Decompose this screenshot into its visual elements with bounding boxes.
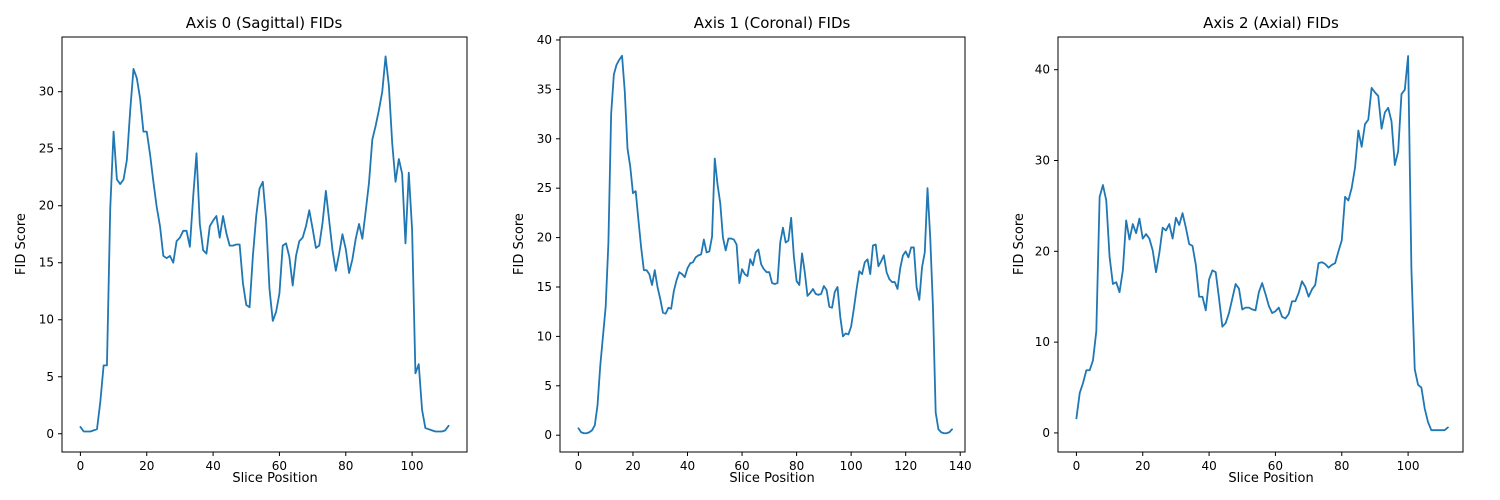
subplot-coronal: Axis 1 (Coronal) FIDs 0 20 40 60 80 100 120 140… xyxy=(512,14,972,486)
x-tick-label: 80 xyxy=(1334,459,1349,473)
x-tick-label: 80 xyxy=(338,459,353,473)
fid-line-axial xyxy=(1075,55,1449,432)
y-tick-label: 5 xyxy=(46,370,54,384)
x-tick-label: 0 xyxy=(1073,459,1081,473)
y-tick-label: 0 xyxy=(46,427,54,441)
y-tick-label: 20 xyxy=(1035,244,1050,258)
y-tick-label: 0 xyxy=(1042,426,1050,440)
fid-line-sagittal xyxy=(79,55,450,433)
chart-title: Axis 0 (Sagittal) FIDs xyxy=(186,14,343,32)
x-axis-label: Slice Position xyxy=(729,471,814,486)
y-tick-label: 30 xyxy=(39,85,54,99)
y-tick-label: 30 xyxy=(1035,154,1050,168)
x-tick-label: 100 xyxy=(401,459,424,473)
y-tick-label: 15 xyxy=(537,280,552,294)
y-tick-label: 10 xyxy=(537,329,552,343)
fid-line-coronal xyxy=(577,54,953,435)
x-tick-label: 20 xyxy=(625,459,640,473)
x-tick-label: 0 xyxy=(575,459,583,473)
x-tick-label: 60 xyxy=(734,459,749,473)
x-tick-label: 80 xyxy=(789,459,804,473)
y-axis-label: FID Score xyxy=(14,213,29,275)
y-tick-label: 20 xyxy=(39,199,54,213)
x-tick-label: 60 xyxy=(272,459,287,473)
x-tick-label: 0 xyxy=(77,459,85,473)
x-tick-label: 100 xyxy=(1397,459,1420,473)
chart-title: Axis 2 (Axial) FIDs xyxy=(1203,14,1339,32)
x-axis-label: Slice Position xyxy=(1228,471,1313,486)
y-tick-label: 40 xyxy=(537,33,552,47)
y-tick-label: 20 xyxy=(537,231,552,245)
x-tick-label: 120 xyxy=(894,459,917,473)
y-axis-label: FID Score xyxy=(1012,213,1027,275)
y-tick-label: 25 xyxy=(537,181,552,195)
x-tick-label: 140 xyxy=(949,459,972,473)
y-tick-label: 35 xyxy=(537,82,552,96)
y-tick-label: 10 xyxy=(39,313,54,327)
x-tick-label: 40 xyxy=(205,459,220,473)
plot-frame xyxy=(559,36,966,453)
x-tick-label: 40 xyxy=(1201,459,1216,473)
plot-frame xyxy=(1057,36,1464,453)
x-tick-label: 60 xyxy=(1268,459,1283,473)
x-axis-label: Slice Position xyxy=(232,471,317,486)
y-tick-label: 25 xyxy=(39,142,54,156)
x-tick-label: 20 xyxy=(1135,459,1150,473)
y-tick-label: 0 xyxy=(544,428,552,442)
y-tick-label: 15 xyxy=(39,256,54,270)
y-axis-label: FID Score xyxy=(512,213,527,275)
x-tick-label: 100 xyxy=(840,459,863,473)
x-tick-label: 40 xyxy=(680,459,695,473)
y-tick-label: 5 xyxy=(544,379,552,393)
y-tick-label: 40 xyxy=(1035,63,1050,77)
y-tick-label: 30 xyxy=(537,132,552,146)
chart-title: Axis 1 (Coronal) FIDs xyxy=(694,14,851,32)
subplot-axial: Axis 2 (Axial) FIDs 0 20 40 60 80 100 0 10 20 30 4… xyxy=(1012,14,1464,486)
plot-frame xyxy=(61,36,468,453)
x-tick-label: 20 xyxy=(139,459,154,473)
y-tick-label: 10 xyxy=(1035,335,1050,349)
subplot-sagittal: Axis 0 (Sagittal) FIDs 0 20 40 60 80 100 0 5 10 1… xyxy=(14,14,468,486)
